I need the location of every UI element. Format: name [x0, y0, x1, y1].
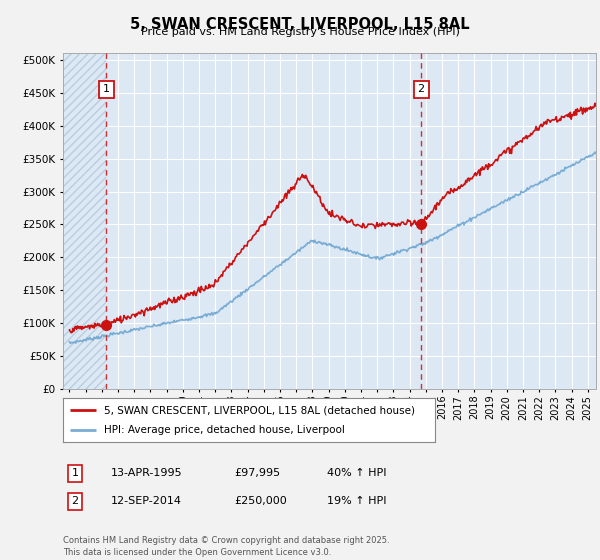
Text: £250,000: £250,000	[234, 496, 287, 506]
Bar	[63, 53, 106, 389]
Text: Price paid vs. HM Land Registry's House Price Index (HPI): Price paid vs. HM Land Registry's House …	[140, 27, 460, 37]
Text: 19% ↑ HPI: 19% ↑ HPI	[327, 496, 386, 506]
Text: Contains HM Land Registry data © Crown copyright and database right 2025.
This d: Contains HM Land Registry data © Crown c…	[63, 536, 389, 557]
Text: 12-SEP-2014: 12-SEP-2014	[111, 496, 182, 506]
Text: 5, SWAN CRESCENT, LIVERPOOL, L15 8AL: 5, SWAN CRESCENT, LIVERPOOL, L15 8AL	[130, 17, 470, 32]
Text: 5, SWAN CRESCENT, LIVERPOOL, L15 8AL (detached house): 5, SWAN CRESCENT, LIVERPOOL, L15 8AL (de…	[104, 405, 415, 415]
Text: 2: 2	[418, 85, 425, 95]
Text: 1: 1	[71, 468, 79, 478]
Text: HPI: Average price, detached house, Liverpool: HPI: Average price, detached house, Live…	[104, 425, 345, 435]
Text: 40% ↑ HPI: 40% ↑ HPI	[327, 468, 386, 478]
Text: 1: 1	[103, 85, 110, 95]
Text: 2: 2	[71, 496, 79, 506]
Text: £97,995: £97,995	[234, 468, 280, 478]
Text: 13-APR-1995: 13-APR-1995	[111, 468, 182, 478]
